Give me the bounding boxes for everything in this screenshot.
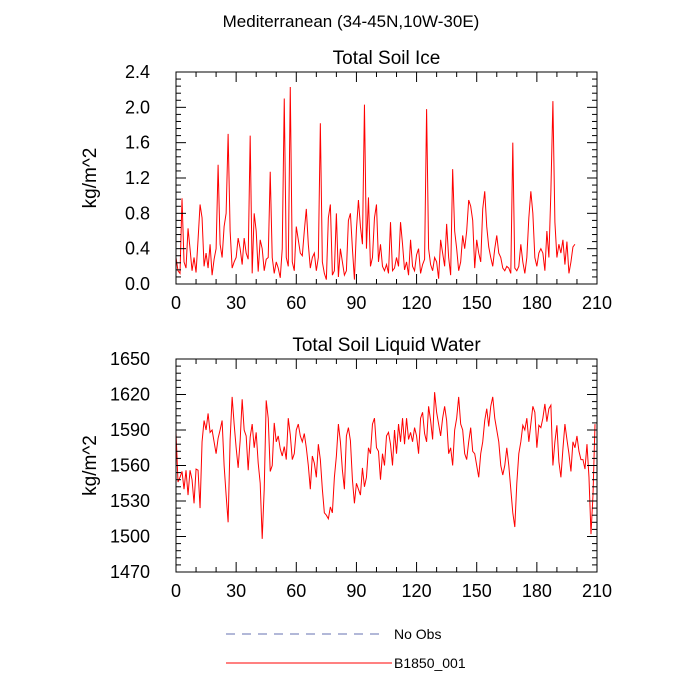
y-tick-label: 1560 <box>110 456 150 476</box>
x-tick-label: 60 <box>286 581 306 601</box>
total-soil-liquid-water-ylabel: kg/m^2 <box>80 435 101 496</box>
y-tick-label: 0.8 <box>125 203 150 223</box>
total-soil-liquid-water-frame <box>175 358 598 573</box>
x-tick-label: 150 <box>462 581 492 601</box>
legend-label-b1850-001: B1850_001 <box>394 655 466 671</box>
y-tick-label: 0.0 <box>125 274 150 294</box>
x-tick-label: 180 <box>522 581 552 601</box>
y-tick-label: 1530 <box>110 491 150 511</box>
x-tick-label: 210 <box>582 293 612 313</box>
y-tick-label: 1620 <box>110 385 150 405</box>
x-tick-label: 30 <box>226 293 246 313</box>
y-tick-label: 1650 <box>110 349 150 369</box>
legend-label-no-obs: No Obs <box>394 626 441 642</box>
x-tick-label: 120 <box>402 293 432 313</box>
y-tick-label: 0.4 <box>125 239 150 259</box>
legend: No Obs B1850_001 <box>226 626 466 671</box>
x-tick-label: 210 <box>582 581 612 601</box>
y-tick-label: 1.2 <box>125 168 150 188</box>
x-tick-label: 150 <box>462 293 492 313</box>
total-soil-ice-series-b1850-001 <box>175 87 576 280</box>
x-tick-label: 0 <box>171 581 181 601</box>
x-tick-label: 60 <box>286 293 306 313</box>
figure-title: Mediterranean (34-45N,10W-30E) <box>223 12 480 31</box>
total-soil-ice-frame <box>175 71 598 285</box>
x-tick-label: 120 <box>402 581 432 601</box>
x-tick-label: 30 <box>226 581 246 601</box>
y-tick-label: 1470 <box>110 562 150 582</box>
x-tick-label: 90 <box>346 293 366 313</box>
total-soil-liquid-water-series-b1850-001 <box>175 392 596 539</box>
y-tick-label: 1590 <box>110 420 150 440</box>
y-tick-label: 2.4 <box>125 62 150 82</box>
x-tick-label: 180 <box>522 293 552 313</box>
y-tick-label: 1500 <box>110 527 150 547</box>
total-soil-ice-ylabel: kg/m^2 <box>80 148 101 209</box>
total-soil-liquid-water-title: Total Soil Liquid Water <box>292 335 481 356</box>
y-tick-label: 1.6 <box>125 133 150 153</box>
y-tick-label: 2.0 <box>125 97 150 117</box>
total-soil-ice-title: Total Soil Ice <box>333 48 441 69</box>
x-tick-label: 90 <box>346 581 366 601</box>
plot-total-soil-liquid-water: Total Soil Liquid Water kg/m^2 0 30 60 90 120 1… <box>80 335 612 601</box>
x-tick-label: 0 <box>171 293 181 313</box>
plot-total-soil-ice: Total Soil Ice kg/m^2 0 30 60 90 120 150 180 210 0… <box>80 48 612 313</box>
